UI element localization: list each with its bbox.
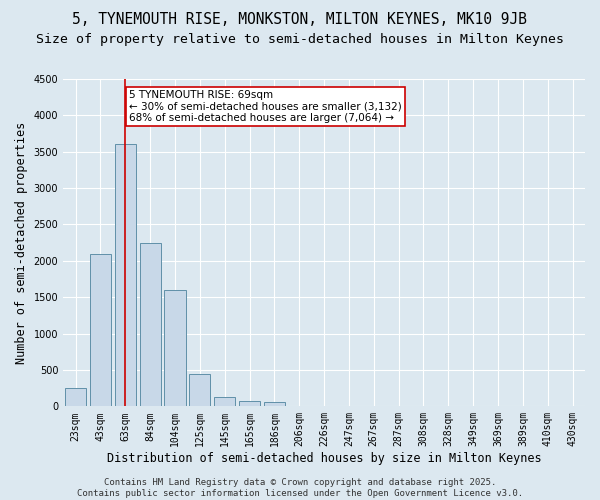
- Bar: [140, 242, 161, 406]
- Bar: [164, 290, 185, 406]
- Bar: [239, 400, 260, 406]
- Bar: [115, 144, 136, 406]
- X-axis label: Distribution of semi-detached houses by size in Milton Keynes: Distribution of semi-detached houses by …: [107, 452, 541, 465]
- Y-axis label: Number of semi-detached properties: Number of semi-detached properties: [15, 122, 28, 364]
- Bar: [90, 254, 111, 406]
- Text: 5, TYNEMOUTH RISE, MONKSTON, MILTON KEYNES, MK10 9JB: 5, TYNEMOUTH RISE, MONKSTON, MILTON KEYN…: [73, 12, 527, 28]
- Text: 5 TYNEMOUTH RISE: 69sqm
← 30% of semi-detached houses are smaller (3,132)
68% of: 5 TYNEMOUTH RISE: 69sqm ← 30% of semi-de…: [129, 90, 402, 123]
- Bar: [189, 374, 211, 406]
- Bar: [65, 388, 86, 406]
- Bar: [264, 402, 285, 406]
- Bar: [214, 397, 235, 406]
- Text: Contains HM Land Registry data © Crown copyright and database right 2025.
Contai: Contains HM Land Registry data © Crown c…: [77, 478, 523, 498]
- Text: Size of property relative to semi-detached houses in Milton Keynes: Size of property relative to semi-detach…: [36, 32, 564, 46]
